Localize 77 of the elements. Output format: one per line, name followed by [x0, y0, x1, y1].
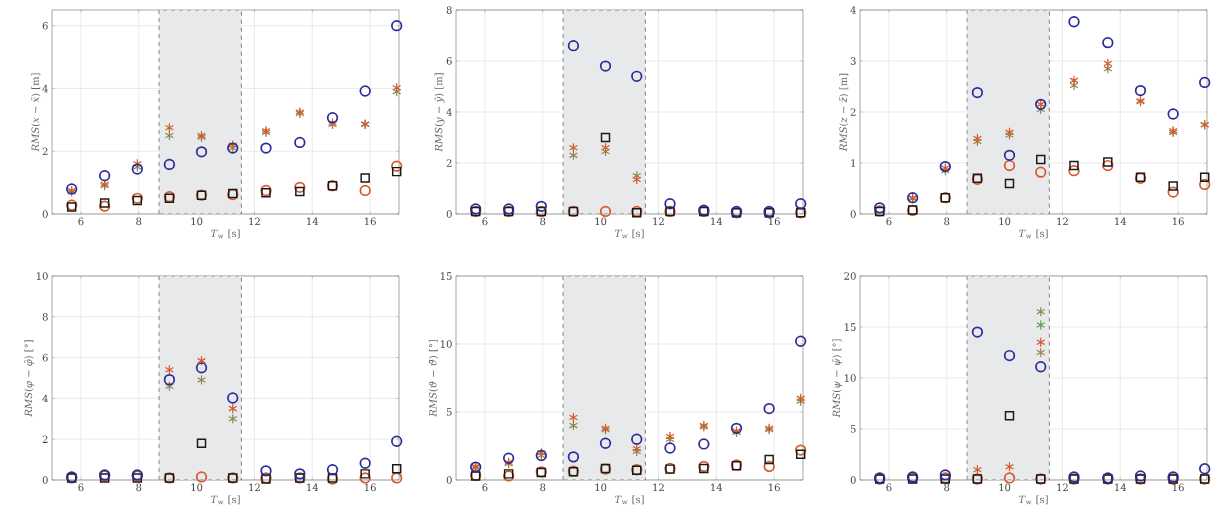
- y-tick-label: 0: [850, 476, 856, 484]
- x-tick-label: 6: [886, 483, 892, 492]
- y-tick-label: 8: [42, 313, 48, 321]
- x-tick-label: 6: [482, 483, 488, 492]
- y-tick-label: 6: [42, 353, 48, 362]
- y-tick-label: 15: [844, 323, 856, 331]
- y-tick-label: 4: [42, 394, 48, 403]
- x-tick-label: 16: [768, 217, 780, 226]
- y-tick-label: 4: [446, 108, 452, 116]
- x-tick-label: 16: [1172, 217, 1184, 226]
- y-tick-label: 4: [850, 6, 856, 14]
- x-tick-label: 14: [1115, 483, 1127, 492]
- y-tick-label: 4: [42, 84, 48, 93]
- x-axis-title: T$_{w}$ [s]: [1018, 495, 1048, 505]
- y-tick-label: 2: [42, 435, 48, 443]
- x-tick-label: 6: [78, 483, 84, 492]
- y-tick-label: 0: [850, 210, 856, 218]
- y-tick-label: 8: [446, 6, 452, 14]
- x-tick-label: 16: [364, 217, 376, 226]
- x-tick-label: 6: [482, 217, 488, 226]
- y-tick-label: 0: [42, 476, 48, 484]
- x-axis-title: T$_{w}$ [s]: [614, 229, 644, 239]
- y-tick-label: 1: [851, 159, 855, 167]
- y-tick-label: 3: [850, 57, 856, 65]
- y-tick-label: 10: [440, 340, 452, 348]
- x-tick-label: 14: [711, 483, 723, 492]
- y-tick-label: 2: [42, 147, 48, 155]
- x-tick-label: 10: [191, 483, 203, 492]
- y-tick-label: 0: [446, 210, 452, 218]
- x-tick-label: 8: [540, 217, 546, 226]
- y-tick-label: 0: [446, 476, 452, 484]
- x-axis-title: T$_{w}$ [s]: [210, 495, 240, 505]
- y-tick-label: 2: [850, 108, 856, 116]
- x-tick-label: 12: [653, 217, 664, 225]
- x-tick-label: 6: [886, 217, 892, 226]
- y-axis-title: RMS(φ − φ̄) [°]: [24, 340, 35, 417]
- x-tick-label: 8: [136, 483, 142, 492]
- x-tick-label: 10: [999, 483, 1011, 492]
- x-tick-label: 10: [191, 217, 203, 226]
- x-tick-label: 12: [1057, 217, 1068, 226]
- x-tick-label: 16: [768, 483, 780, 492]
- y-tick-label: 10: [844, 374, 856, 382]
- x-tick-label: 10: [595, 217, 607, 226]
- x-tick-label: 12: [249, 217, 260, 226]
- x-tick-label: 12: [653, 483, 664, 492]
- x-tick-label: 8: [944, 217, 950, 226]
- y-tick-label: 15: [440, 272, 452, 280]
- x-tick-label: 14: [1115, 217, 1127, 226]
- x-axis-title: T$_{w}$ [s]: [210, 229, 240, 239]
- y-axis-title: RMS(ψ − ψ̄) [°]: [832, 339, 843, 418]
- y-tick-label: 10: [36, 272, 48, 280]
- x-tick-label: 14: [711, 217, 723, 225]
- x-tick-label: 12: [1057, 483, 1068, 492]
- y-axis-title: RMS(ϑ − ϑ̄) [°]: [428, 340, 439, 417]
- y-axis-title: RMS(z − z̄) [m]: [839, 73, 849, 152]
- y-tick-label: 0: [42, 210, 48, 218]
- x-axis-title: T$_{w}$ [s]: [614, 495, 644, 505]
- y-axis-title: RMS(x − x̄) [m]: [31, 73, 41, 152]
- x-tick-label: 14: [307, 217, 319, 226]
- y-tick-label: 6: [446, 57, 452, 65]
- x-tick-label: 10: [595, 483, 607, 492]
- y-tick-label: 5: [850, 425, 856, 433]
- x-tick-label: 8: [944, 483, 950, 492]
- y-tick-label: 20: [844, 272, 856, 280]
- x-tick-label: 8: [540, 483, 546, 492]
- y-tick-label: 2: [446, 159, 452, 167]
- x-axis-title: T$_{w}$ [s]: [1018, 229, 1048, 239]
- x-tick-label: 16: [1172, 483, 1184, 492]
- x-tick-label: 10: [999, 217, 1011, 226]
- x-tick-label: 16: [364, 483, 376, 492]
- y-axis-title: RMS(y − ȳ) [m]: [434, 73, 445, 152]
- y-tick-label: 5: [446, 408, 452, 416]
- x-tick-label: 6: [78, 217, 84, 226]
- x-tick-label: 12: [249, 483, 260, 492]
- x-tick-label: 14: [307, 483, 319, 492]
- x-tick-label: 8: [136, 217, 142, 226]
- y-tick-label: 6: [42, 21, 48, 30]
